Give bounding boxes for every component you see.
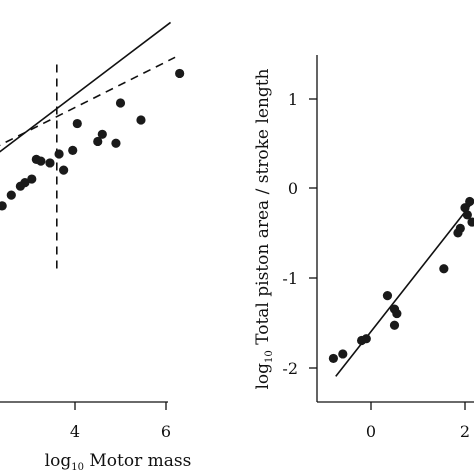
right-data-point: [328, 353, 338, 364]
left-data-point: [72, 118, 82, 129]
left-solid-fit-line: [0, 21, 172, 153]
left-data-point: [93, 136, 103, 147]
right-data-point: [389, 320, 400, 330]
right-x-tick-label-0: 0: [366, 422, 376, 441]
left-data-point: [175, 68, 185, 79]
right-y-tick-label-neg2: -2: [282, 359, 298, 378]
right-data-point: [392, 308, 402, 319]
right-data-point: [465, 196, 474, 207]
left-data-point: [20, 178, 30, 188]
right-y-tick-label-0: 0: [288, 179, 298, 198]
left-data-point: [111, 138, 121, 148]
right-y-axis-label: log10 Total piston area / stroke length: [253, 68, 275, 389]
left-data-point: [136, 115, 146, 125]
left-data-point: [36, 156, 46, 166]
left-dashed-fit-line: [0, 56, 176, 146]
left-data-point: [54, 149, 64, 159]
left-data-point: [97, 129, 107, 139]
right-data-point: [460, 203, 470, 213]
left-data-point: [45, 158, 55, 168]
right-panel: 1 0 -1 -2 0 2 log10 Total piston area / …: [253, 55, 474, 441]
left-data-point: [115, 98, 126, 108]
left-fit-lines: [0, 21, 176, 269]
right-y-tick-label-1: 1: [288, 90, 298, 109]
right-fit-lines: [335, 199, 474, 377]
left-points: [0, 68, 185, 211]
right-data-point: [382, 291, 393, 301]
left-panel: 4 6 log10 Motor mass: [0, 21, 192, 473]
left-x-tick-label-6: 6: [161, 422, 171, 441]
right-data-point: [361, 334, 371, 344]
right-solid-fit-line: [335, 199, 474, 377]
right-points: [328, 196, 474, 364]
left-data-point: [6, 190, 16, 200]
right-x-tick-label-2: 2: [460, 422, 470, 441]
left-data-point: [59, 165, 69, 175]
right-y-tick-label-neg1: -1: [282, 269, 298, 288]
left-x-axis-label: log10 Motor mass: [45, 451, 192, 473]
right-data-point: [439, 264, 449, 274]
left-data-point: [0, 201, 7, 211]
right-data-point: [462, 210, 472, 220]
right-data-point: [455, 223, 465, 233]
left-x-tick-label-4: 4: [70, 422, 80, 441]
right-data-point: [338, 349, 348, 359]
left-data-point: [68, 145, 78, 156]
right-data-point: [467, 217, 474, 227]
left-data-point: [27, 174, 37, 184]
